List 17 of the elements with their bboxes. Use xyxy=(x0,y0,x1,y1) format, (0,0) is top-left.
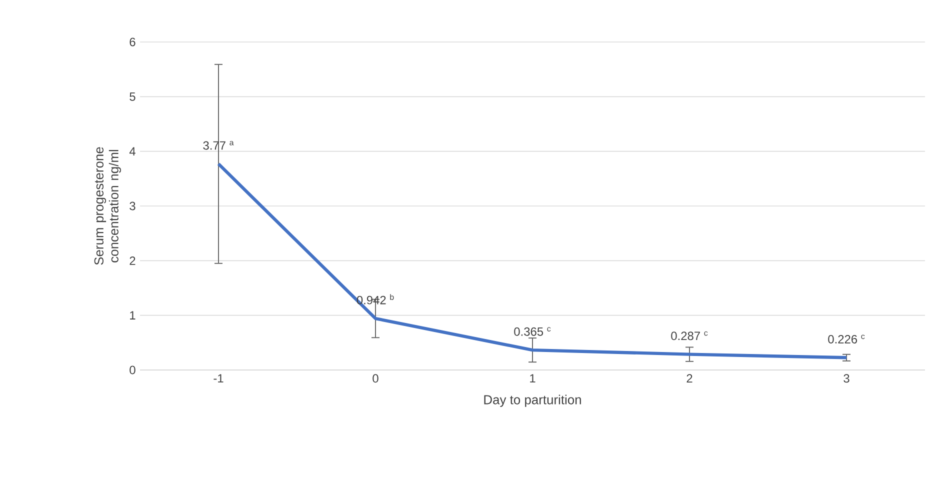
data-label: 0.365 $^{c}$ xyxy=(514,327,551,336)
y-tick-label: 6 xyxy=(130,38,136,46)
x-tick-label: 2 xyxy=(686,374,692,383)
y-axis-title: Serum progesterone concentration ng/ml xyxy=(94,147,121,265)
x-tick-label: -1 xyxy=(214,374,224,382)
data-label: 0.226 $^{c}$ xyxy=(828,334,865,344)
x-axis-title: Day to parturition xyxy=(484,394,581,407)
y-tick-label: 4 xyxy=(129,147,136,156)
data-label: 0.287 $^{c}$ xyxy=(671,331,708,340)
y-tick-label: 1 xyxy=(130,311,136,320)
y-tick-label: 5 xyxy=(130,92,136,101)
y-tick-label: 0 xyxy=(130,366,136,374)
x-tick-label: 1 xyxy=(530,374,536,382)
x-tick-label: 3 xyxy=(844,374,850,383)
y-tick-label: 3 xyxy=(130,202,136,210)
x-tick-label: 0 xyxy=(372,374,378,383)
y-tick-label: 2 xyxy=(130,256,136,265)
